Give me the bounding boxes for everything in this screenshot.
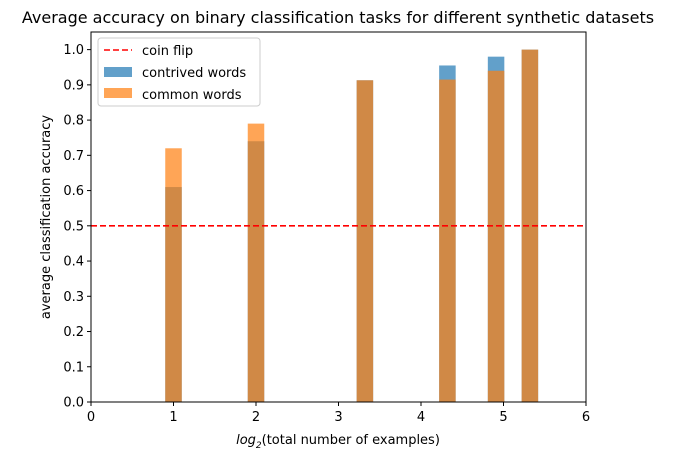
y-tick-label: 0.2 bbox=[63, 325, 84, 340]
y-tick-label: 0.4 bbox=[63, 255, 84, 270]
y-axis: 0.0 0.1 0.2 0.3 0.4 0.5 0.6 0.7 0.8 0.9 1.0 bbox=[63, 43, 91, 411]
legend-contrived-words-swatch bbox=[104, 67, 132, 77]
x-axis-label: log2(total number of examples) bbox=[236, 433, 440, 451]
x-tick-label: 0 bbox=[87, 410, 95, 425]
bar-common-words-2 bbox=[356, 80, 374, 403]
bar-common-words-3 bbox=[439, 79, 456, 403]
x-tick-label: 2 bbox=[252, 410, 260, 425]
legend-common-words-swatch bbox=[104, 88, 132, 98]
y-tick-label: 0.1 bbox=[63, 360, 84, 375]
legend-box bbox=[97, 37, 261, 107]
y-axis-label: average classification accuracy bbox=[39, 115, 54, 320]
x-axis: 0 1 2 3 4 5 6 bbox=[87, 402, 590, 425]
y-tick-label: 0.6 bbox=[63, 184, 84, 199]
legend-coin-flip-label: coin flip bbox=[142, 44, 193, 59]
legend-common-words-label: common words bbox=[142, 88, 242, 103]
legend: coin flip contrived words common words bbox=[97, 37, 261, 107]
x-tick-label: 3 bbox=[334, 410, 342, 425]
x-tick-label: 6 bbox=[582, 410, 590, 425]
x-tick-label: 1 bbox=[169, 410, 177, 425]
y-tick-label: 0.8 bbox=[63, 114, 84, 129]
x-tick-label: 4 bbox=[417, 410, 425, 425]
y-tick-label: 0.3 bbox=[63, 290, 84, 305]
legend-contrived-words-label: contrived words bbox=[142, 66, 246, 81]
y-tick-label: 0.0 bbox=[63, 396, 84, 411]
y-tick-label: 0.5 bbox=[63, 219, 84, 234]
bar-common-words-1 bbox=[247, 123, 265, 402]
chart-title: Average accuracy on binary classificatio… bbox=[22, 8, 654, 27]
bar-common-words-4 bbox=[487, 70, 505, 402]
bar-group bbox=[165, 49, 539, 403]
bar-common-words-0 bbox=[165, 148, 182, 402]
y-tick-label: 0.9 bbox=[63, 78, 84, 93]
bar-common-words-5 bbox=[521, 49, 539, 402]
y-tick-label: 1.0 bbox=[63, 43, 84, 58]
y-tick-label: 0.7 bbox=[63, 149, 84, 164]
x-tick-label: 5 bbox=[499, 410, 507, 425]
